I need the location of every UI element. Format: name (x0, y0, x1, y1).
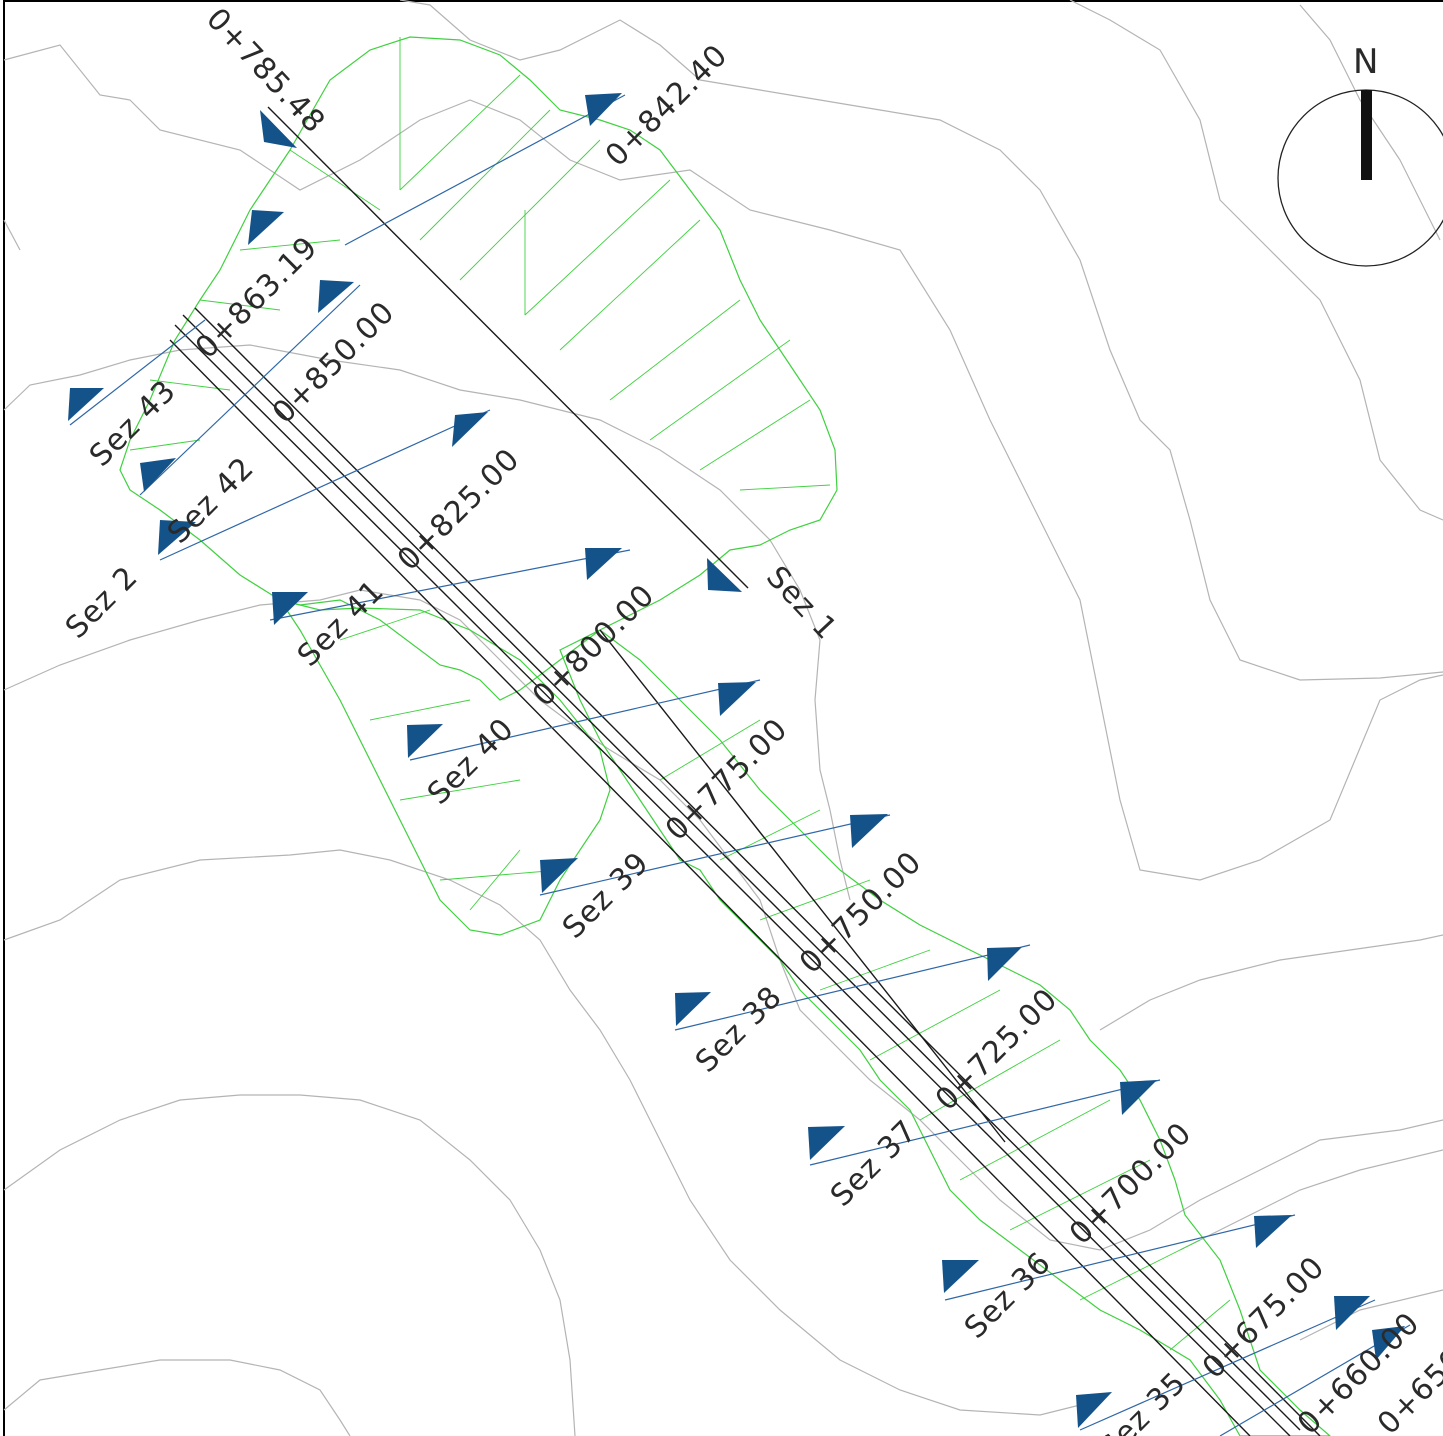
section-label: Sez 41 (291, 573, 391, 673)
section-label: Sez 35 (1093, 1365, 1193, 1436)
chainage-label: 0+700.00 (1063, 1116, 1199, 1252)
section-arrow-icon (942, 1260, 979, 1293)
section-arrow-icon (850, 814, 888, 848)
section-arrow-icon (318, 280, 354, 313)
section-arrow-icon (987, 947, 1022, 981)
chainage-label: 0+842.40 (599, 38, 735, 174)
map-frame (3, 0, 1443, 1436)
north-needle-icon (1361, 90, 1372, 180)
chainage-label: 0+825.00 (391, 442, 527, 578)
section-arrow-icon (407, 724, 443, 758)
section-arrow-icon (585, 548, 622, 580)
section-arrows (68, 93, 1405, 1428)
section-arrow-icon (1372, 1326, 1405, 1360)
section-label: Sez 1 (759, 560, 844, 647)
upper-area (119, 36, 838, 701)
chainage-label: 0+775.00 (659, 712, 795, 848)
contour-lines (3, 0, 1443, 1436)
middle-area (278, 599, 611, 936)
area-hatching (129, 37, 1231, 1351)
section-arrow-icon (1254, 1215, 1292, 1248)
chainage-label: 0+675.00 (1196, 1250, 1332, 1386)
section-arrow-icon (707, 558, 742, 592)
section-lines (69, 94, 1411, 1436)
section-arrow-icon (248, 210, 284, 245)
section-arrow-icon (585, 93, 622, 126)
section-label: Sez 42 (161, 450, 261, 550)
section-arrow-icon (808, 1126, 845, 1160)
section-arrow-icon (260, 110, 297, 148)
north-arrow: N (1277, 42, 1443, 267)
north-circle-icon (1277, 89, 1443, 267)
road-axis (169, 106, 1321, 1436)
channel-area (559, 629, 1331, 1436)
chainage-label: 0+800.00 (526, 578, 662, 714)
chainage-label: 0+725.00 (929, 982, 1065, 1118)
north-label: N (1353, 42, 1378, 82)
section-arrow-icon (158, 520, 196, 555)
section-arrow-icon (1120, 1080, 1157, 1115)
chainage-label: 0+850.00 (266, 295, 402, 431)
section-arrow-icon (272, 592, 308, 625)
section-arrow-icon (140, 458, 176, 492)
section-arrow-icon (540, 858, 578, 893)
chainage-label: 0+863.19 (189, 230, 325, 366)
section-labels: Sez 1 Sez 2 Sez 43 Sez 42 Sez 41 Sez 40 … (59, 373, 1193, 1436)
section-arrow-icon (675, 992, 711, 1026)
vegetation-areas (119, 36, 1331, 1436)
section-arrow-icon (452, 412, 488, 447)
section-label: Sez 2 (59, 559, 145, 645)
section-arrow-icon (1076, 1392, 1112, 1428)
section-arrow-icon (68, 388, 104, 421)
section-arrow-icon (718, 682, 756, 716)
section-arrow-icon (1334, 1296, 1370, 1330)
